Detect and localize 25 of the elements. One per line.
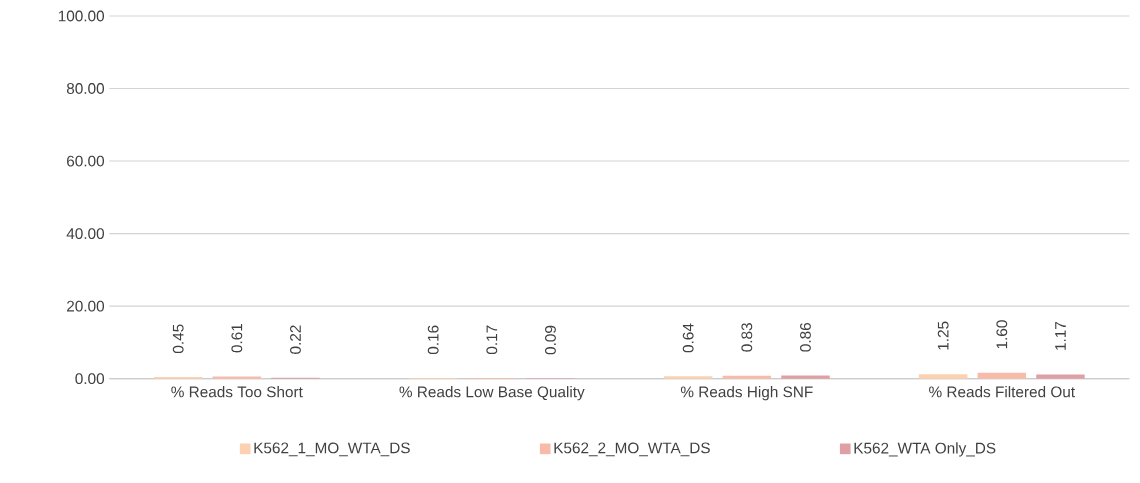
legend-label: K562_1_MO_WTA_DS [254,442,410,457]
y-tick-label: 80.00 [66,83,105,95]
data-label: 1.25 [937,321,949,350]
y-tick-label: 20.00 [67,300,105,312]
x-tick-label: % Reads Low Base Quality [399,386,585,401]
data-label: 1.17 [1055,322,1066,351]
y-tick-label: 40.00 [66,228,105,240]
x-tick-label: % Reads Too Short [171,386,303,398]
data-label: 0.45 [172,324,184,354]
data-label: 0.64 [682,323,694,353]
y-tick-label: 0.00 [75,373,105,385]
legend-label: K562_2_MO_WTA_DS [554,442,710,457]
data-label: 0.83 [741,323,753,352]
legend-label: K562_WTA Only_DS [854,442,996,457]
data-label: 0.61 [231,324,243,353]
data-label: 0.09 [545,326,556,355]
y-tick-label: 60.00 [67,155,105,167]
data-label: 0.86 [800,323,811,352]
x-tick-label: % Reads High SNF [680,386,813,401]
x-tick-label: % Reads Filtered Out [929,386,1075,398]
y-tick-label: 100.00 [58,10,105,22]
data-label: 0.22 [290,325,301,355]
data-label: 1.60 [996,320,1008,349]
data-label: 0.17 [486,325,498,355]
data-label: 0.16 [427,325,439,355]
